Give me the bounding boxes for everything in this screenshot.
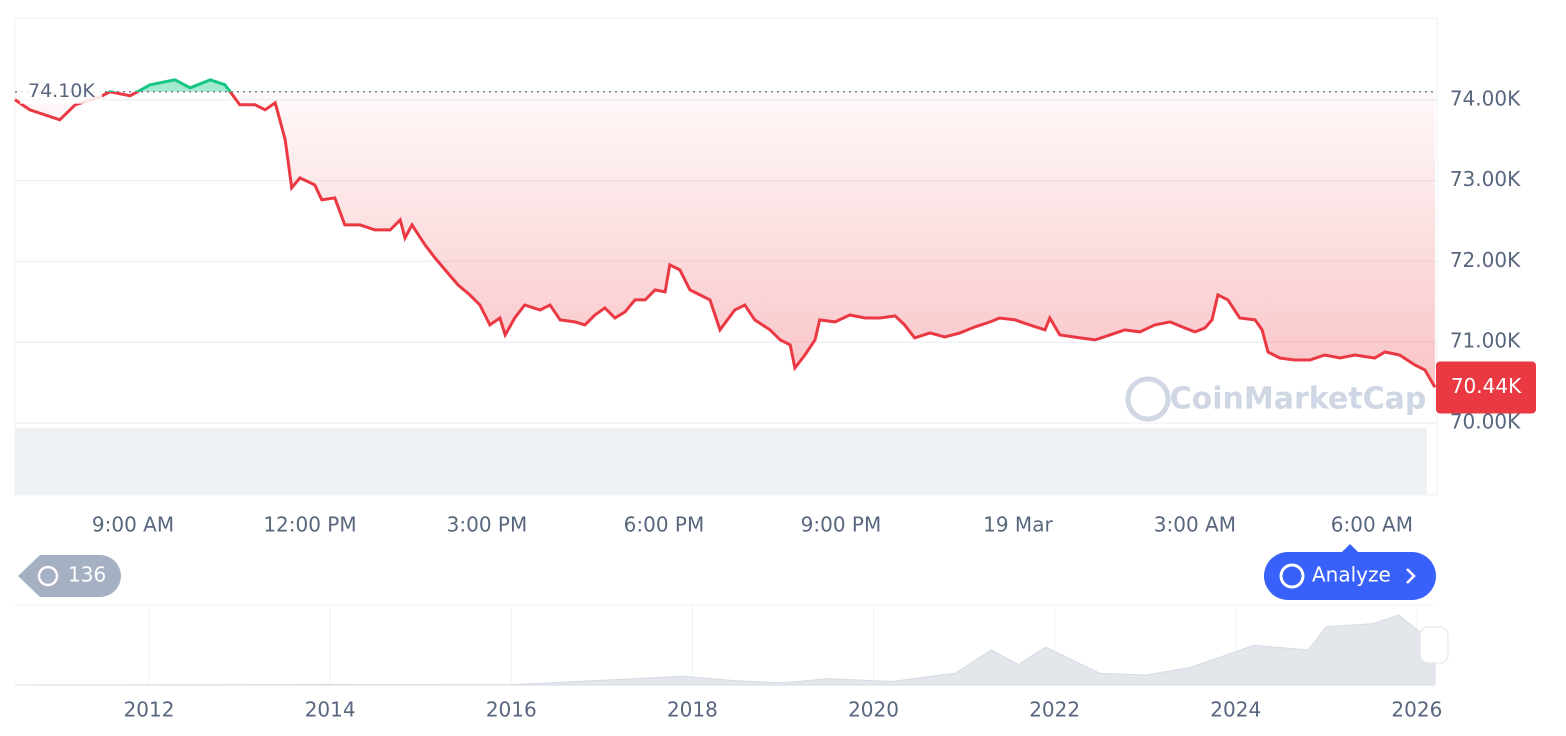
analyze-button[interactable]: Analyze [1264, 544, 1436, 600]
last-price-label: 70.44K [1451, 374, 1522, 398]
navigator-tick-label: 2014 [305, 698, 356, 722]
x-tick-label: 19 Mar [983, 513, 1053, 537]
history-count: 136 [68, 563, 106, 587]
x-tick-label: 6:00 PM [624, 513, 705, 537]
watermark-logo [1125, 376, 1171, 422]
navigator-tick-label: 2020 [848, 698, 899, 722]
y-tick-label: 72.00K [1450, 248, 1521, 272]
x-tick-label: 6:00 AM [1331, 513, 1413, 537]
y-tick-label: 71.00K [1450, 329, 1521, 353]
reference-label: 74.10K [28, 80, 95, 102]
x-tick-label: 3:00 PM [447, 513, 528, 537]
reference-tag [20, 77, 102, 104]
price-line [14, 91, 1437, 389]
navigator-tick-label: 2022 [1029, 698, 1080, 722]
x-tick-label: 9:00 AM [92, 513, 174, 537]
navigator-area [14, 614, 1436, 686]
area-below [15, 91, 1435, 388]
last-price-tag [1436, 361, 1536, 414]
analyze-label: Analyze [1312, 563, 1391, 587]
y-tick-label: 73.00K [1450, 167, 1521, 191]
x-tick-label: 12:00 PM [263, 513, 356, 537]
area-above [15, 79, 1435, 92]
x-tick-label: 9:00 PM [801, 513, 882, 537]
watermark: CoinMarketCap [1170, 382, 1427, 417]
y-tick-label: 74.00K [1450, 86, 1521, 110]
y-tick-label: 70.00K [1450, 410, 1521, 434]
navigator-handle[interactable] [1419, 626, 1449, 664]
navigator-tick-label: 2016 [486, 698, 537, 722]
navigator-tick-label: 2012 [124, 698, 175, 722]
x-tick-label: 3:00 AM [1154, 513, 1236, 537]
navigator-tick-label: 2026 [1391, 698, 1442, 722]
history-button[interactable]: 136 [18, 555, 121, 597]
navigator-tick-label: 2024 [1210, 698, 1261, 722]
volume-band [15, 428, 1427, 495]
navigator-tick-label: 2018 [667, 698, 718, 722]
